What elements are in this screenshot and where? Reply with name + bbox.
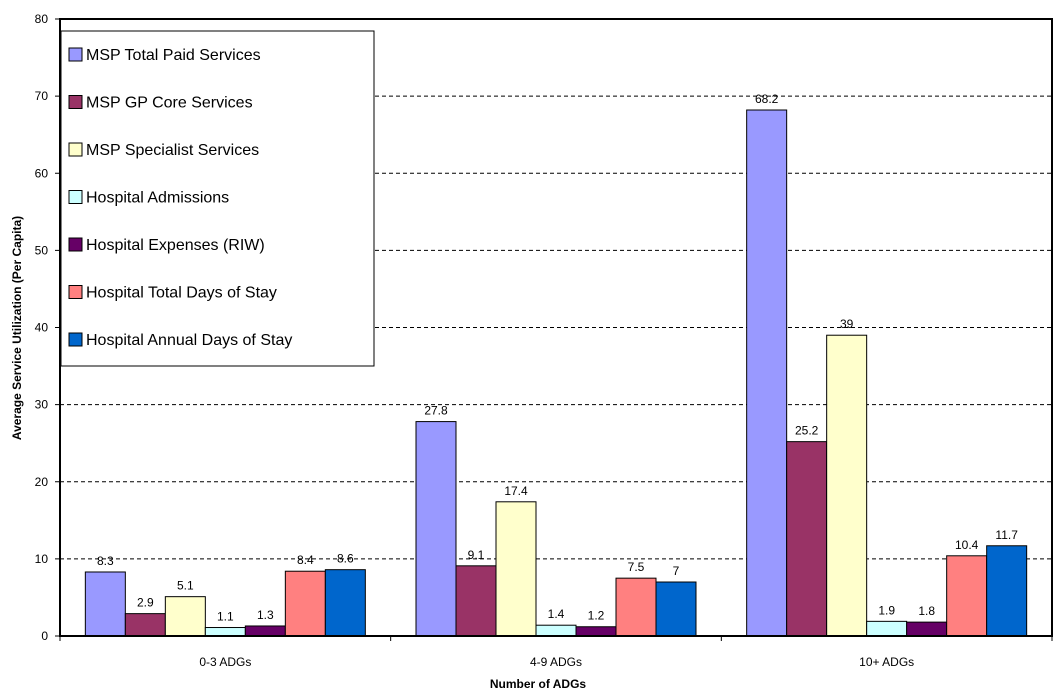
legend-label: MSP Total Paid Services [86,47,261,64]
bar [906,621,948,637]
bar [164,596,206,637]
data-label: 1.8 [918,604,935,618]
y-tick-label: 60 [35,166,49,180]
bar [535,624,577,637]
legend-label: Hospital Total Days of Stay [86,285,277,302]
bar [415,421,457,637]
bars [84,109,1028,637]
bar [204,627,246,637]
bar [324,569,366,637]
legend-swatch [68,142,83,157]
data-label: 68.2 [755,92,779,106]
data-label: 1.3 [257,608,274,622]
data-label: 8.3 [97,554,114,568]
bar [575,626,617,637]
legend-label: Hospital Expenses (RIW) [86,237,265,254]
data-label: 7.5 [628,560,645,574]
data-label: 7 [673,564,680,578]
y-tick-label: 10 [35,552,49,566]
legend-label: Hospital Admissions [86,190,229,207]
data-label: 17.4 [504,484,528,498]
legend-label: MSP Specialist Services [86,142,259,159]
data-label: 9.1 [468,548,485,562]
legend-swatch [68,237,83,252]
bar [746,109,788,637]
legend: MSP Total Paid Services MSP GP Core Servi… [60,30,375,367]
data-label: 10.4 [955,538,979,552]
y-tick-label: 40 [35,321,49,335]
bar [826,334,868,637]
bar [946,555,988,637]
y-tick-label: 30 [35,398,49,412]
legend-label: MSP GP Core Services [86,95,253,112]
legend-swatch [68,285,83,299]
bar [655,581,697,637]
legend-label: Hospital Annual Days of Stay [86,332,292,349]
bar [866,620,908,637]
bar [455,565,497,637]
x-tick-label: 0-3 ADGs [199,655,251,669]
data-label: 1.1 [217,610,234,624]
data-label: 1.2 [588,609,605,623]
data-label: 27.8 [424,404,448,418]
bar [786,441,828,637]
y-axis-title: Average Service Utilization (Per Capita) [10,216,24,440]
x-tick-label: 4-9 ADGs [530,655,582,669]
x-axis-title: Number of ADGs [490,677,587,691]
data-label: 39 [840,317,854,331]
legend-swatch [68,47,83,62]
data-label: 8.4 [297,553,314,567]
bar [615,577,657,637]
y-tick-label: 20 [35,475,49,489]
data-label: 1.9 [878,603,895,617]
bar [986,545,1028,637]
bar [84,571,126,637]
bar [124,613,166,637]
data-label: 1.4 [548,607,565,621]
legend-swatch [68,190,83,204]
y-tick-label: 80 [35,12,49,26]
legend-box [60,30,375,367]
legend-swatch [68,95,83,109]
y-tick-label: 0 [41,629,48,643]
data-labels: 8.3 2.9 5.1 1.1 1.3 8.4 8.6 27.8 9.1 17.4 1.4 1.2 7.… [97,92,1018,624]
data-label: 8.6 [337,552,354,566]
data-label: 11.7 [995,528,1018,542]
bar [495,501,537,637]
data-label: 5.1 [177,579,194,593]
bar [244,625,286,637]
axes: 0 10 20 30 40 50 60 70 80 0-3 ADGs 4-9 ADGs 10+ ADG… [35,12,1053,669]
y-tick-label: 50 [35,243,49,257]
legend-swatch [68,332,83,347]
data-label: 25.2 [795,424,819,438]
bar [284,570,326,637]
y-tick-label: 70 [35,89,49,103]
plot-frame [59,18,1053,637]
data-label: 2.9 [137,596,154,610]
x-tick-label: 10+ ADGs [859,655,914,669]
